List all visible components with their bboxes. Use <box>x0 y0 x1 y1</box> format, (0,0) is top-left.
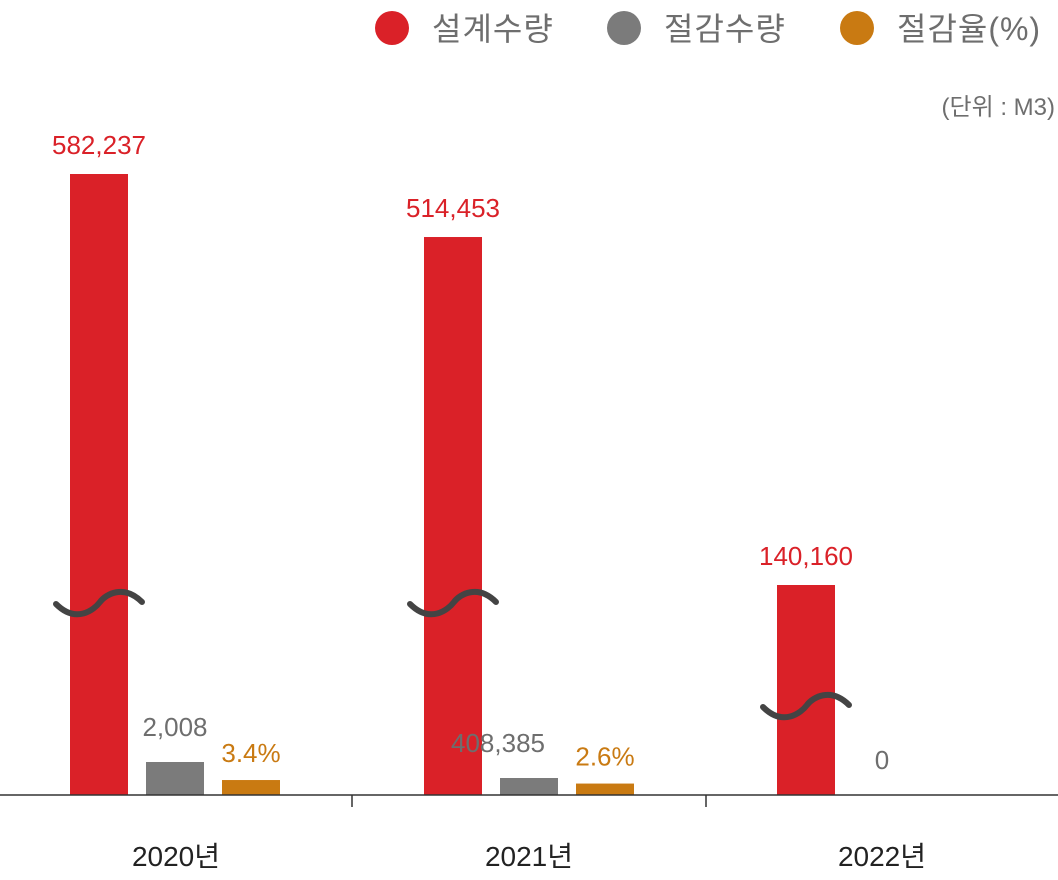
unit-label: (단위 : M3) <box>942 94 1056 121</box>
value-label-2-2020년: 2,008 <box>142 712 207 742</box>
axis-break-mark-2022년 <box>760 691 852 721</box>
value-label-1-2021년: 514,453 <box>406 193 500 223</box>
bar-1-2022년 <box>777 585 835 795</box>
bar-3-2021년 <box>576 783 634 795</box>
legend-label-3: 절감율(%) <box>897 11 1041 47</box>
category-labels: 2020년 2021년 2022년 <box>132 841 926 872</box>
category-label-2: 2021년 <box>485 841 573 872</box>
bar-3-2020년 <box>222 780 280 795</box>
value-label-3-2021년: 2.6% <box>575 742 634 772</box>
bar-2-2021년 <box>500 778 558 795</box>
axis-break-mark-2020년 <box>53 588 145 618</box>
category-label-1: 2020년 <box>132 841 220 872</box>
legend-marker-3 <box>840 11 874 45</box>
legend-marker-2 <box>607 11 641 45</box>
axis-break-marks <box>53 588 852 721</box>
bar-1-2020년 <box>70 174 128 795</box>
category-label-3: 2022년 <box>838 841 926 872</box>
legend-label-1: 설계수량 <box>432 11 554 47</box>
legend-label-2: 절감수량 <box>664 11 786 47</box>
value-label-2-2022년: 0 <box>875 745 889 775</box>
bars-group <box>70 174 835 796</box>
bar-1-2021년 <box>424 237 482 796</box>
value-label-2-2021년: 408,385 <box>451 728 545 758</box>
chart-legend: 설계수량 절감수량 절감율(%) <box>375 11 1041 47</box>
x-axis <box>0 794 1058 807</box>
value-label-3-2020년: 3.4% <box>221 738 280 768</box>
axis-break-mark-2021년 <box>407 588 499 618</box>
bar-2-2020년 <box>146 762 204 795</box>
value-label-1-2020년: 582,237 <box>52 130 146 160</box>
value-labels-group: 582,237 2,008 3.4% 514,453 408,385 2.6% 140,16… <box>52 130 889 775</box>
value-label-1-2022년: 140,160 <box>759 541 853 571</box>
legend-marker-1 <box>375 11 409 45</box>
